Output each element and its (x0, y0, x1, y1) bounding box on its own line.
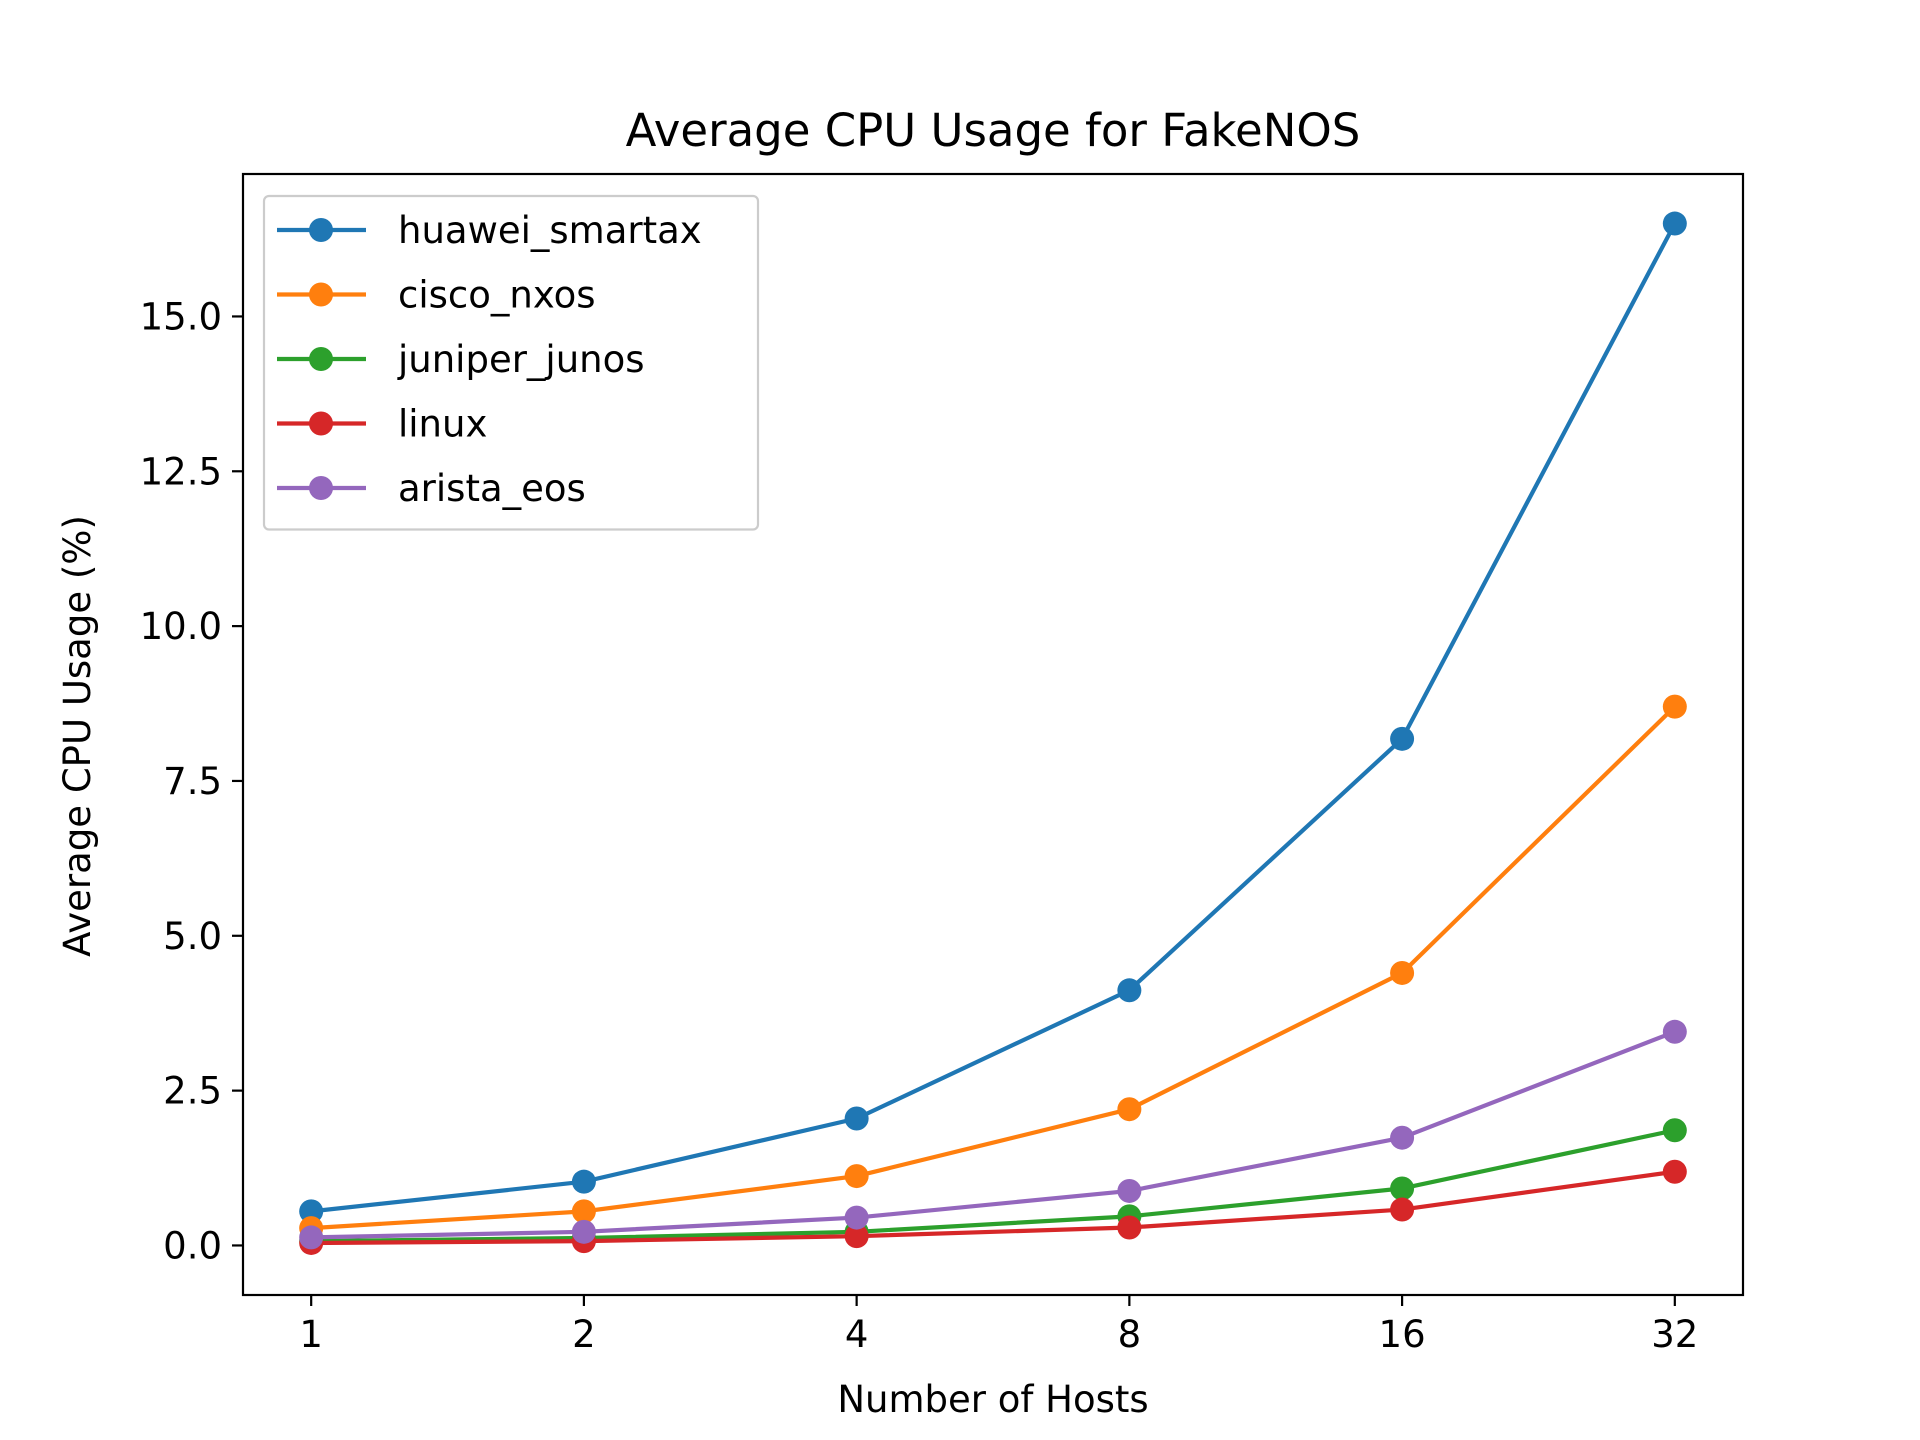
data-point-arista_eos-16 (1390, 1125, 1415, 1150)
legend-marker-juniper_junos (309, 347, 333, 371)
data-point-juniper_junos-32 (1662, 1118, 1687, 1143)
legend-box (262, 194, 760, 531)
data-point-huawei_smartax-16 (1390, 726, 1415, 751)
data-point-arista_eos-8 (1117, 1178, 1142, 1203)
y-tick-label: 0.0 (163, 1224, 222, 1267)
series-line-arista_eos (311, 1029, 1676, 1240)
data-point-huawei_smartax-8 (1117, 978, 1142, 1003)
axes-frame (241, 172, 1745, 1297)
data-point-arista_eos-2 (571, 1219, 596, 1244)
x-tick-label: 8 (1118, 1313, 1142, 1356)
data-point-cisco_nxos-8 (1117, 1097, 1142, 1122)
y-axis-label: Average CPU Usage (%) (56, 515, 99, 957)
legend-marker-huawei_smartax (309, 218, 333, 242)
data-point-linux-4 (844, 1224, 869, 1249)
x-tick-label: 2 (572, 1313, 596, 1356)
data-point-linux-8 (1117, 1215, 1142, 1240)
chart-title: Average CPU Usage for FakeNOS (626, 104, 1361, 157)
legend-marker-arista_eos (309, 476, 333, 500)
data-point-cisco_nxos-32 (1662, 694, 1687, 719)
legend: huawei_smartax cisco_nxos juniper_junoslin… (262, 194, 760, 531)
plot-area (299, 211, 1687, 1255)
legend-label-cisco_nxos: cisco_nxos (398, 274, 596, 317)
series-line-huawei_smartax (310, 222, 1677, 1214)
series-line-linux (311, 1169, 1676, 1246)
x-axis-label: Number of Hosts (837, 1378, 1148, 1421)
data-point-huawei_smartax-2 (571, 1169, 596, 1194)
data-point-cisco_nxos-2 (571, 1199, 596, 1224)
data-point-juniper_junos-16 (1390, 1176, 1415, 1201)
y-tick-label: 2.5 (163, 1070, 222, 1113)
data-point-huawei_smartax-1 (299, 1199, 324, 1224)
legend-label-arista_eos: arista_eos (398, 467, 586, 510)
y-tick-label: 15.0 (140, 295, 222, 338)
data-point-arista_eos-32 (1662, 1019, 1687, 1044)
legend-label-huawei_smartax: huawei_smartax (398, 209, 702, 252)
data-point-huawei_smartax-32 (1662, 211, 1687, 236)
y-tick-label: 10.0 (140, 605, 222, 648)
y-tick-label: 7.5 (163, 760, 222, 803)
legend-marker-cisco_nxos (309, 282, 333, 307)
data-point-cisco_nxos-16 (1390, 960, 1415, 985)
axes: 1 2 4 8 16 32 0.0 2.5 5.0 7.5 10.0 12.5 15.0 (140, 172, 1745, 1356)
legend-label-linux: linux (398, 403, 487, 446)
data-point-arista_eos-4 (844, 1205, 869, 1230)
y-tick-label: 12.5 (140, 450, 222, 493)
x-tick-label: 32 (1651, 1313, 1698, 1356)
x-tick-label: 4 (845, 1313, 869, 1356)
series-line-juniper_junos (311, 1128, 1676, 1244)
x-tick-label: 16 (1379, 1313, 1426, 1356)
data-point-linux-32 (1662, 1159, 1687, 1184)
data-point-linux-16 (1390, 1197, 1415, 1222)
series-line-cisco_nxos (311, 705, 1677, 1231)
data-point-cisco_nxos-4 (844, 1164, 869, 1189)
y-tick-label: 5.0 (163, 915, 222, 958)
data-point-arista_eos-1 (299, 1225, 324, 1250)
legend-label-juniper_junos: juniper_junos (397, 338, 645, 381)
legend-marker-linux (309, 411, 333, 436)
x-tick-label: 1 (299, 1313, 323, 1356)
data-point-huawei_smartax-4 (844, 1106, 869, 1131)
